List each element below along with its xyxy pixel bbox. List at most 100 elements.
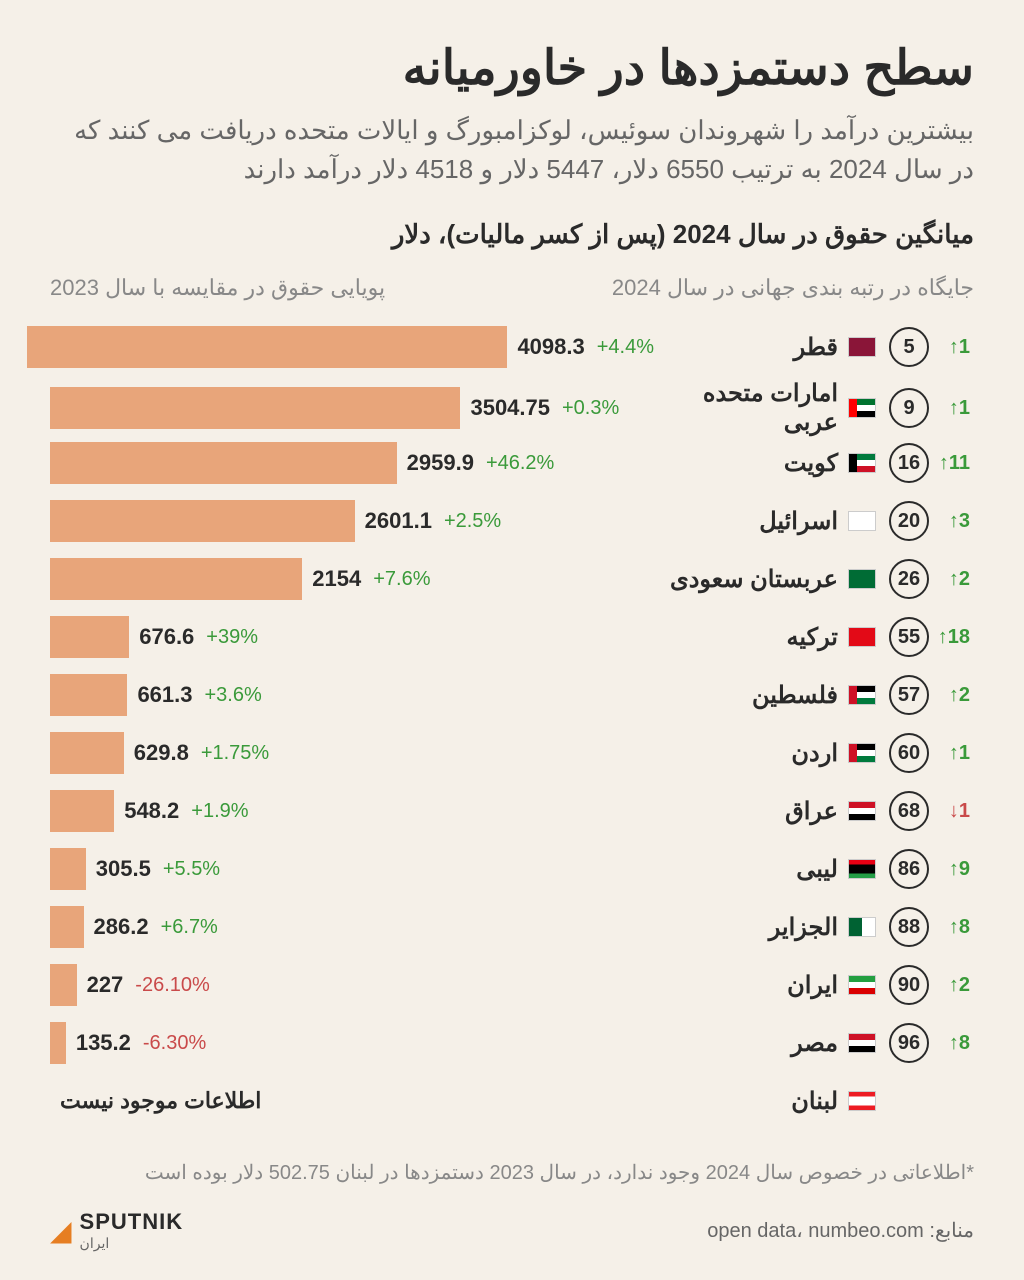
pct-change: +1.75% bbox=[201, 742, 269, 765]
bar bbox=[50, 1022, 66, 1064]
country-name: ایران bbox=[787, 971, 838, 1000]
country-name: لیبی bbox=[796, 855, 838, 884]
value-label: 676.6 bbox=[139, 624, 194, 650]
country-row: 1↓68 عراق 548.2 +1.9% bbox=[50, 785, 974, 837]
country-row: 1↑5قطر4098.3+4.4% bbox=[50, 321, 974, 373]
country-name: ترکیه bbox=[787, 623, 838, 652]
country-row: 2↑26 عربستان سعودی 2154+7.6% bbox=[50, 553, 974, 605]
no-data-label: اطلاعات موجود نیست bbox=[60, 1088, 261, 1114]
bar-cell: 2601.1+2.5% bbox=[50, 500, 654, 542]
country-cell: عراق bbox=[654, 797, 884, 826]
bar-cell: 3504.75+0.3% bbox=[50, 387, 654, 429]
bar bbox=[27, 326, 507, 368]
bar-cell: 135.2 -6.30% bbox=[50, 1022, 654, 1064]
flag-icon bbox=[848, 801, 876, 821]
bar bbox=[50, 442, 397, 484]
rank-change: 2↑ bbox=[929, 974, 974, 997]
country-cell: الجزایر bbox=[654, 913, 884, 942]
bar-cell: 2154+7.6% bbox=[50, 558, 654, 600]
bar-cell: 4098.3+4.4% bbox=[27, 326, 654, 368]
bar bbox=[50, 964, 77, 1006]
flag-icon bbox=[848, 743, 876, 763]
bar bbox=[50, 387, 460, 429]
flag-icon bbox=[848, 975, 876, 995]
bar bbox=[50, 616, 129, 658]
logo-text: SPUTNIK bbox=[80, 1209, 184, 1235]
footer: ◢ SPUTNIK ایران منابع: open data، numbeo… bbox=[50, 1209, 974, 1252]
logo-sub: ایران bbox=[80, 1235, 184, 1252]
country-name: عراق bbox=[785, 797, 838, 826]
pct-change: +4.4% bbox=[597, 336, 654, 359]
bar-cell: 286.2 +6.7% bbox=[50, 906, 654, 948]
country-name: فلسطین bbox=[752, 681, 838, 710]
flag-icon bbox=[848, 398, 876, 418]
rank-change: 1↑ bbox=[929, 336, 974, 359]
rank-circle: 16 bbox=[889, 443, 929, 483]
country-row: 1↑60اردن629.8+1.75% bbox=[50, 727, 974, 779]
country-row: 11↑16کویت2959.9+46.2% bbox=[50, 437, 974, 489]
rank-circle: 86 bbox=[889, 849, 929, 889]
value-label: 2601.1 bbox=[365, 508, 432, 534]
country-name: لبنان bbox=[791, 1087, 838, 1116]
flag-icon bbox=[848, 917, 876, 937]
value-label: 629.8 bbox=[134, 740, 189, 766]
rank-circle: 26 bbox=[889, 559, 929, 599]
value-label: 548.2 bbox=[124, 798, 179, 824]
flag-icon bbox=[848, 511, 876, 531]
legend-left: پویایی حقوق در مقایسه با سال 2023 bbox=[50, 275, 385, 301]
title: سطح دستمزدها در خاورمیانه bbox=[50, 40, 974, 96]
country-cell: اردن bbox=[654, 739, 884, 768]
pct-change: +0.3% bbox=[562, 397, 619, 420]
country-row: 18↑55ترکیه676.6+39% bbox=[50, 611, 974, 663]
value-label: 135.2 bbox=[76, 1030, 131, 1056]
pct-change: +6.7% bbox=[161, 916, 218, 939]
bar-cell: 2959.9+46.2% bbox=[50, 442, 654, 484]
value-label: 227 bbox=[87, 972, 124, 998]
country-cell: ایران bbox=[654, 971, 884, 1000]
pct-change: +1.9% bbox=[191, 800, 248, 823]
sputnik-logo: ◢ SPUTNIK ایران bbox=[50, 1209, 183, 1252]
rank-circle: 55 bbox=[889, 617, 929, 657]
bar-cell: 548.2 +1.9% bbox=[50, 790, 654, 832]
flag-icon bbox=[848, 337, 876, 357]
rank-circle: 9 bbox=[889, 388, 929, 428]
country-cell: اسرائیل bbox=[654, 507, 884, 536]
rank-circle: 96 bbox=[889, 1023, 929, 1063]
country-name: مصر bbox=[791, 1029, 838, 1058]
country-cell: لیبی bbox=[654, 855, 884, 884]
rank-change: 1↑ bbox=[929, 742, 974, 765]
rank-change: 1↓ bbox=[929, 800, 974, 823]
bar-cell: 227-26.10% bbox=[50, 964, 654, 1006]
country-row: 8↑88الجزایر286.2+6.7% bbox=[50, 901, 974, 953]
rank-circle: 90 bbox=[889, 965, 929, 1005]
pct-change: +3.6% bbox=[205, 684, 262, 707]
country-name: قطر bbox=[794, 333, 838, 362]
country-cell: عربستان سعودی bbox=[654, 565, 884, 594]
rank-change: 2↑ bbox=[929, 568, 974, 591]
country-row: 1↑9امارات متحده عربی3504.75+0.3% bbox=[50, 379, 974, 431]
bar bbox=[50, 790, 114, 832]
country-cell: لبنان bbox=[654, 1087, 884, 1116]
flag-icon bbox=[848, 1091, 876, 1111]
country-cell: امارات متحده عربی bbox=[654, 379, 884, 437]
rank-circle: 68 bbox=[889, 791, 929, 831]
value-label: 286.2 bbox=[94, 914, 149, 940]
sources: منابع: open data، numbeo.com bbox=[707, 1218, 974, 1243]
value-label: 661.3 bbox=[137, 682, 192, 708]
bar-cell: 676.6+39% bbox=[50, 616, 654, 658]
rank-circle: 88 bbox=[889, 907, 929, 947]
pct-change: +46.2% bbox=[486, 452, 554, 475]
rank-change: 9↑ bbox=[929, 858, 974, 881]
legend-row: جایگاه در رتبه بندی جهانی در سال 2024 پو… bbox=[50, 275, 974, 301]
pct-change: -6.30% bbox=[143, 1032, 206, 1055]
country-row: 2↑57فلسطین661.3+3.6% bbox=[50, 669, 974, 721]
country-name: عربستان سعودی bbox=[670, 565, 838, 594]
rank-change: 3↑ bbox=[929, 510, 974, 533]
rank-circle: 5 bbox=[889, 327, 929, 367]
rank-change: 11↑ bbox=[929, 452, 974, 475]
country-row: 3↑20اسرائیل2601.1+2.5% bbox=[50, 495, 974, 547]
country-row: 8↑96مصر135.2-6.30% bbox=[50, 1017, 974, 1069]
country-cell: مصر bbox=[654, 1029, 884, 1058]
bar bbox=[50, 674, 127, 716]
sputnik-icon: ◢ bbox=[50, 1214, 72, 1247]
